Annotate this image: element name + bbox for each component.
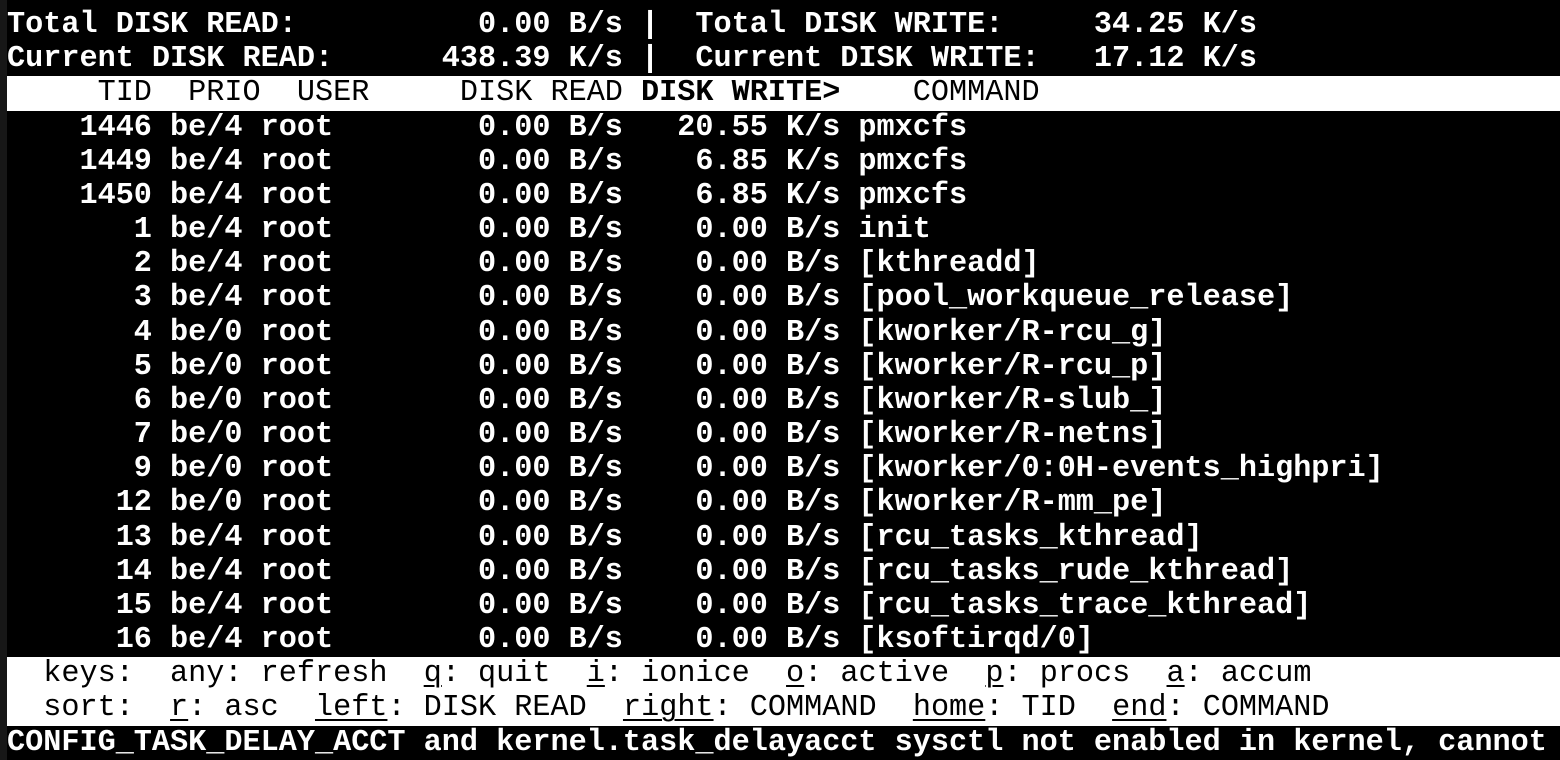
process-row: 7 be/0 root 0.00 B/s 0.00 B/s [kworker/R… [7,418,1167,453]
shortcut-key: a [1166,657,1185,692]
summary-line-total: Total DISK READ: 0.00 B/s | Total DISK W… [7,8,1257,42]
process-row: 2 be/4 root 0.00 B/s 0.00 B/s [kthreadd] [7,247,1040,282]
shortcut-key: i [586,657,605,692]
help-line-sort: sort: r: asc left: DISK READ right: COMM… [7,691,1560,726]
shortcut-key: q [423,657,442,692]
process-row: 1446 be/4 root 0.00 B/s 20.55 K/s pmxcfs [7,110,968,145]
process-row: 14 be/4 root 0.00 B/s 0.00 B/s [rcu_task… [7,554,1294,589]
process-row: 5 be/0 root 0.00 B/s 0.00 B/s [kworker/R… [7,349,1167,384]
shortcut-key: any [170,657,225,692]
process-row: 12 be/0 root 0.00 B/s 0.00 B/s [kworker/… [7,486,1167,521]
process-row: 1450 be/4 root 0.00 B/s 6.85 K/s pmxcfs [7,178,968,213]
process-table: 1446 be/4 root 0.00 B/s 20.55 K/s pmxcfs… [7,111,1560,658]
shortcut-key: r [170,691,189,726]
process-row: 6 be/0 root 0.00 B/s 0.00 B/s [kworker/R… [7,383,1167,418]
process-row: 1 be/4 root 0.00 B/s 0.00 B/s init [7,213,931,248]
process-row: 15 be/4 root 0.00 B/s 0.00 B/s [rcu_task… [7,588,1312,623]
process-row: 1449 be/4 root 0.00 B/s 6.85 K/s pmxcfs [7,144,968,179]
sort-column-header: DISK WRITE> [641,76,841,111]
process-row: 4 be/0 root 0.00 B/s 0.00 B/s [kworker/R… [7,315,1167,350]
shortcut-key: o [786,657,805,692]
shortcut-key: right [622,691,714,726]
process-row: 9 be/0 root 0.00 B/s 0.00 B/s [kworker/0… [7,452,1384,487]
table-header-row: TID PRIO USER DISK READ DISK WRITE> COMM… [7,76,1560,111]
help-line-keys: keys: any: refresh q: quit i: ionice o: … [7,657,1560,692]
process-row: 3 be/4 root 0.00 B/s 0.00 B/s [pool_work… [7,281,1294,316]
process-row: 16 be/4 root 0.00 B/s 0.00 B/s [ksoftirq… [7,623,1094,658]
shortcut-key: end [1112,691,1167,726]
process-row: 13 be/4 root 0.00 B/s 0.00 B/s [rcu_task… [7,520,1203,555]
shortcut-key: left [314,691,388,726]
shortcut-key: home [912,691,986,726]
shortcut-key: p [985,657,1004,692]
status-bar: CONFIG_TASK_DELAY_ACCT and kernel.task_d… [7,725,1547,760]
terminal-screen[interactable]: Total DISK READ: 0.00 B/s | Total DISK W… [7,0,1560,760]
summary-line-current: Current DISK READ: 438.39 K/s | Current … [7,42,1257,77]
